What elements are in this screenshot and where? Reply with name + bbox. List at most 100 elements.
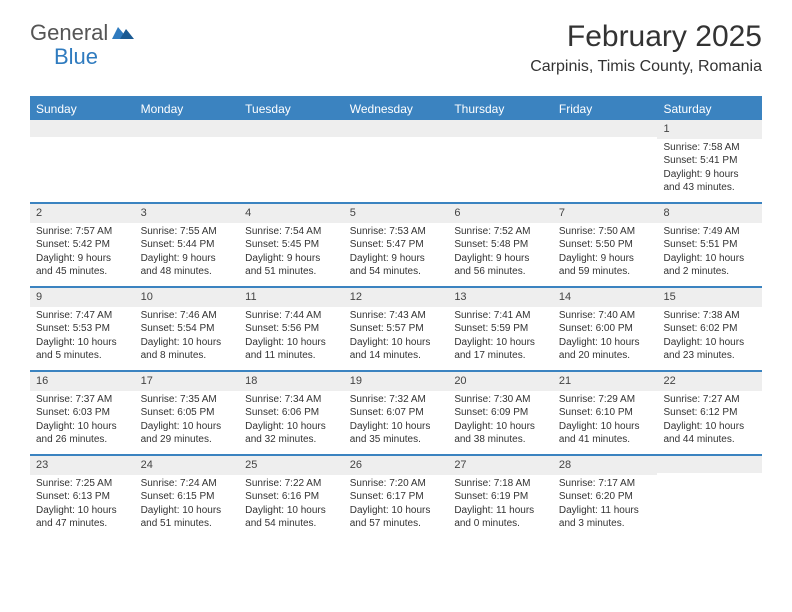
- day-number: 8: [657, 204, 762, 223]
- day-number: [344, 120, 449, 137]
- day-body: Sunrise: 7:30 AMSunset: 6:09 PMDaylight:…: [448, 391, 553, 451]
- sunset-text: Sunset: 6:13 PM: [36, 490, 129, 504]
- day-number: [135, 120, 240, 137]
- day-number: 12: [344, 288, 449, 307]
- day-number: 5: [344, 204, 449, 223]
- day-number: [448, 120, 553, 137]
- sunset-text: Sunset: 6:16 PM: [245, 490, 338, 504]
- sunset-text: Sunset: 6:00 PM: [559, 322, 652, 336]
- week-row: 23Sunrise: 7:25 AMSunset: 6:13 PMDayligh…: [30, 454, 762, 538]
- header: General Blue February 2025 Carpinis, Tim…: [0, 0, 792, 86]
- daylight-text: Daylight: 10 hours and 5 minutes.: [36, 336, 129, 363]
- day-cell: [657, 456, 762, 538]
- day-cell: [448, 120, 553, 202]
- day-number: 15: [657, 288, 762, 307]
- daylight-text: Daylight: 10 hours and 29 minutes.: [141, 420, 234, 447]
- dow-monday: Monday: [135, 98, 240, 120]
- day-cell: 5Sunrise: 7:53 AMSunset: 5:47 PMDaylight…: [344, 204, 449, 286]
- day-cell: 15Sunrise: 7:38 AMSunset: 6:02 PMDayligh…: [657, 288, 762, 370]
- sunset-text: Sunset: 5:48 PM: [454, 238, 547, 252]
- sunrise-text: Sunrise: 7:47 AM: [36, 309, 129, 323]
- sunrise-text: Sunrise: 7:38 AM: [663, 309, 756, 323]
- day-cell: 11Sunrise: 7:44 AMSunset: 5:56 PMDayligh…: [239, 288, 344, 370]
- day-cell: 27Sunrise: 7:18 AMSunset: 6:19 PMDayligh…: [448, 456, 553, 538]
- sunset-text: Sunset: 5:50 PM: [559, 238, 652, 252]
- sunrise-text: Sunrise: 7:43 AM: [350, 309, 443, 323]
- day-cell: 9Sunrise: 7:47 AMSunset: 5:53 PMDaylight…: [30, 288, 135, 370]
- day-cell: 8Sunrise: 7:49 AMSunset: 5:51 PMDaylight…: [657, 204, 762, 286]
- sunset-text: Sunset: 5:51 PM: [663, 238, 756, 252]
- dow-tuesday: Tuesday: [239, 98, 344, 120]
- sunset-text: Sunset: 5:57 PM: [350, 322, 443, 336]
- sunset-text: Sunset: 5:59 PM: [454, 322, 547, 336]
- sunset-text: Sunset: 6:03 PM: [36, 406, 129, 420]
- sunrise-text: Sunrise: 7:50 AM: [559, 225, 652, 239]
- day-cell: 13Sunrise: 7:41 AMSunset: 5:59 PMDayligh…: [448, 288, 553, 370]
- sunrise-text: Sunrise: 7:30 AM: [454, 393, 547, 407]
- daylight-text: Daylight: 10 hours and 32 minutes.: [245, 420, 338, 447]
- daylight-text: Daylight: 10 hours and 44 minutes.: [663, 420, 756, 447]
- day-number: 18: [239, 372, 344, 391]
- day-body: Sunrise: 7:24 AMSunset: 6:15 PMDaylight:…: [135, 475, 240, 535]
- sunset-text: Sunset: 6:12 PM: [663, 406, 756, 420]
- sunrise-text: Sunrise: 7:40 AM: [559, 309, 652, 323]
- day-body: Sunrise: 7:34 AMSunset: 6:06 PMDaylight:…: [239, 391, 344, 451]
- day-number: 28: [553, 456, 658, 475]
- sunset-text: Sunset: 5:44 PM: [141, 238, 234, 252]
- day-number: 22: [657, 372, 762, 391]
- sunrise-text: Sunrise: 7:35 AM: [141, 393, 234, 407]
- day-cell: 6Sunrise: 7:52 AMSunset: 5:48 PMDaylight…: [448, 204, 553, 286]
- day-cell: [553, 120, 658, 202]
- sunrise-text: Sunrise: 7:55 AM: [141, 225, 234, 239]
- day-cell: [239, 120, 344, 202]
- week-row: 16Sunrise: 7:37 AMSunset: 6:03 PMDayligh…: [30, 370, 762, 454]
- daylight-text: Daylight: 9 hours and 48 minutes.: [141, 252, 234, 279]
- day-number: 6: [448, 204, 553, 223]
- daylight-text: Daylight: 10 hours and 26 minutes.: [36, 420, 129, 447]
- day-body: Sunrise: 7:32 AMSunset: 6:07 PMDaylight:…: [344, 391, 449, 451]
- day-number: 4: [239, 204, 344, 223]
- daylight-text: Daylight: 11 hours and 0 minutes.: [454, 504, 547, 531]
- day-cell: 3Sunrise: 7:55 AMSunset: 5:44 PMDaylight…: [135, 204, 240, 286]
- day-of-week-row: Sunday Monday Tuesday Wednesday Thursday…: [30, 98, 762, 120]
- sunrise-text: Sunrise: 7:41 AM: [454, 309, 547, 323]
- sunset-text: Sunset: 5:47 PM: [350, 238, 443, 252]
- day-body: Sunrise: 7:52 AMSunset: 5:48 PMDaylight:…: [448, 223, 553, 283]
- day-cell: 28Sunrise: 7:17 AMSunset: 6:20 PMDayligh…: [553, 456, 658, 538]
- title-block: February 2025 Carpinis, Timis County, Ro…: [530, 20, 762, 76]
- day-number: 19: [344, 372, 449, 391]
- day-cell: 23Sunrise: 7:25 AMSunset: 6:13 PMDayligh…: [30, 456, 135, 538]
- day-number: [657, 456, 762, 473]
- sunrise-text: Sunrise: 7:57 AM: [36, 225, 129, 239]
- day-cell: 22Sunrise: 7:27 AMSunset: 6:12 PMDayligh…: [657, 372, 762, 454]
- day-cell: 2Sunrise: 7:57 AMSunset: 5:42 PMDaylight…: [30, 204, 135, 286]
- sunrise-text: Sunrise: 7:49 AM: [663, 225, 756, 239]
- sunset-text: Sunset: 5:54 PM: [141, 322, 234, 336]
- day-cell: 25Sunrise: 7:22 AMSunset: 6:16 PMDayligh…: [239, 456, 344, 538]
- day-cell: 12 Sunrise: 7:43 AMSunset: 5:57 PMDayligh…: [344, 288, 449, 370]
- day-cell: 10Sunrise: 7:46 AMSunset: 5:54 PMDayligh…: [135, 288, 240, 370]
- day-number: 11: [239, 288, 344, 307]
- sunset-text: Sunset: 6:02 PM: [663, 322, 756, 336]
- week-row: 9Sunrise: 7:47 AMSunset: 5:53 PMDaylight…: [30, 286, 762, 370]
- day-number: [553, 120, 658, 137]
- page-title: February 2025: [530, 20, 762, 54]
- logo-word-general: General: [30, 20, 108, 46]
- day-body: Sunrise: 7:46 AMSunset: 5:54 PMDaylight:…: [135, 307, 240, 367]
- sunrise-text: Sunrise: 7:20 AM: [350, 477, 443, 491]
- day-body: Sunrise: 7:18 AMSunset: 6:19 PMDaylight:…: [448, 475, 553, 535]
- daylight-text: Daylight: 9 hours and 54 minutes.: [350, 252, 443, 279]
- week-row: 2Sunrise: 7:57 AMSunset: 5:42 PMDaylight…: [30, 202, 762, 286]
- daylight-text: Daylight: 10 hours and 41 minutes.: [559, 420, 652, 447]
- day-number: 7: [553, 204, 658, 223]
- daylight-text: Daylight: 9 hours and 43 minutes.: [663, 168, 756, 195]
- sunrise-text: Sunrise: 7:44 AM: [245, 309, 338, 323]
- day-number: 20: [448, 372, 553, 391]
- daylight-text: Daylight: 10 hours and 14 minutes.: [350, 336, 443, 363]
- sunset-text: Sunset: 6:20 PM: [559, 490, 652, 504]
- day-body: Sunrise: 7:54 AMSunset: 5:45 PMDaylight:…: [239, 223, 344, 283]
- day-number: 25: [239, 456, 344, 475]
- day-body: Sunrise: 7:47 AMSunset: 5:53 PMDaylight:…: [30, 307, 135, 367]
- day-number: 14: [553, 288, 658, 307]
- daylight-text: Daylight: 10 hours and 57 minutes.: [350, 504, 443, 531]
